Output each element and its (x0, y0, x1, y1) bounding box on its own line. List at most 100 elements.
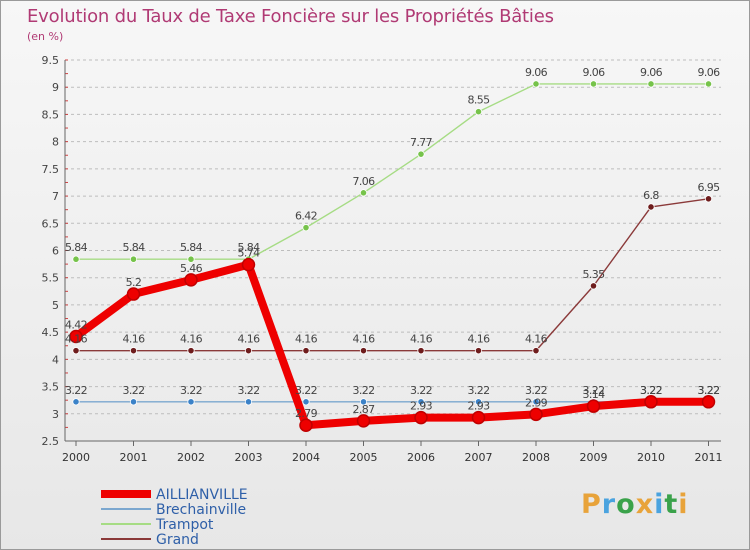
x-tick-label: 2008 (522, 451, 550, 464)
data-label: 5.35 (582, 268, 605, 281)
data-label: 5.84 (237, 241, 260, 254)
data-point (414, 410, 428, 425)
data-point (589, 80, 598, 88)
series-line-trampot (75, 83, 710, 260)
legend-label: Grand (156, 532, 199, 548)
y-axis-unit-label: (en %) (27, 30, 64, 43)
data-label: 2.79 (295, 407, 318, 420)
data-point (589, 282, 598, 290)
data-point (72, 255, 80, 263)
data-label: 9.06 (582, 66, 605, 79)
data-point (244, 398, 253, 406)
series-line-aillianville (72, 260, 713, 430)
y-tick-label: 9 (52, 81, 59, 94)
data-point (126, 287, 141, 301)
logo-letter: i (678, 489, 689, 520)
data-point (532, 80, 540, 88)
data-label: 3.22 (467, 384, 489, 397)
x-tick-label: 2009 (580, 451, 608, 464)
data-label: 4.16 (352, 333, 375, 346)
data-label: 4.16 (180, 333, 203, 346)
data-label: 4.16 (295, 333, 318, 346)
data-point (532, 347, 540, 355)
data-label: 4.42 (65, 318, 87, 331)
y-tick-label: 3.5 (42, 381, 60, 394)
data-point (474, 347, 483, 355)
data-label: 4.16 (467, 333, 490, 346)
data-label: 3.22 (697, 384, 719, 397)
data-point (241, 257, 256, 272)
data-label: 3.14 (582, 388, 605, 401)
logo-letter: t (664, 489, 679, 520)
logo-letter: P (581, 489, 602, 520)
data-point (359, 398, 368, 406)
data-point (529, 407, 543, 422)
x-tick-label: 2001 (120, 451, 148, 464)
data-point (356, 414, 371, 428)
y-tick-label: 6 (52, 245, 59, 258)
data-label: 3.22 (640, 384, 662, 397)
data-label: 4.16 (410, 333, 433, 346)
x-tick-label: 2011 (695, 451, 723, 464)
y-tick-label: 5.5 (42, 272, 60, 285)
data-label: 3.22 (410, 384, 432, 397)
data-point (586, 399, 601, 413)
data-label: 9.06 (640, 66, 663, 79)
x-tick-label: 2006 (407, 451, 435, 464)
logo-letter: x (635, 489, 655, 520)
data-label: 3.22 (65, 384, 87, 397)
data-label: 4.16 (525, 333, 548, 346)
legend-label: Trampot (155, 517, 214, 533)
grid-lines (65, 59, 721, 442)
x-tick-label: 2003 (235, 451, 263, 464)
data-point (129, 398, 138, 406)
y-tick-label: 8.5 (42, 108, 60, 121)
data-label: 7.77 (410, 136, 433, 149)
data-point (647, 80, 655, 88)
data-label: 3.22 (237, 384, 259, 397)
data-point (474, 108, 483, 116)
y-tick-label: 7 (52, 190, 59, 203)
x-tick-label: 2010 (637, 451, 665, 464)
data-point (417, 150, 425, 158)
data-label: 6.95 (697, 181, 720, 194)
x-tick-label: 2004 (292, 451, 320, 464)
data-point (302, 347, 310, 355)
data-point (72, 398, 80, 406)
data-label: 3.22 (525, 384, 547, 397)
data-point (187, 347, 195, 355)
data-labels: 4.425.25.465.742.79 2.87 2.93 2.93 2.993.14 3… (65, 66, 721, 420)
data-label: 3.22 (295, 384, 317, 397)
data-point (69, 329, 83, 344)
data-label: 7.06 (352, 175, 375, 188)
data-label: 3.22 (180, 384, 202, 397)
x-tick-label: 2002 (177, 451, 205, 464)
data-label: 4.16 (122, 333, 145, 346)
data-point (359, 347, 368, 355)
series-lines (69, 80, 716, 432)
data-point (129, 255, 138, 263)
legend-label: AILLIANVILLE (156, 487, 248, 503)
data-label: 2.87 (352, 403, 375, 416)
data-point (644, 395, 658, 409)
y-tick-label: 7.5 (42, 163, 60, 176)
data-point (474, 398, 483, 406)
y-tick-label: 6.5 (42, 217, 60, 230)
data-point (704, 195, 713, 203)
data-label: 6.42 (295, 210, 317, 223)
data-point (302, 224, 310, 232)
data-label: 5.84 (65, 241, 88, 254)
data-point (72, 347, 80, 355)
data-label: 3.22 (697, 384, 719, 397)
data-point (704, 80, 713, 88)
data-label: 5.74 (237, 247, 260, 260)
data-label: 8.55 (467, 94, 490, 107)
logo-letter: r (601, 489, 617, 520)
data-label: 3.22 (352, 384, 374, 397)
x-tick-label: 2005 (350, 451, 378, 464)
series-line-grand (75, 198, 710, 352)
logo-letter: i (654, 489, 665, 520)
data-label: 2.93 (410, 400, 433, 413)
y-tick-label: 4.5 (42, 326, 60, 339)
